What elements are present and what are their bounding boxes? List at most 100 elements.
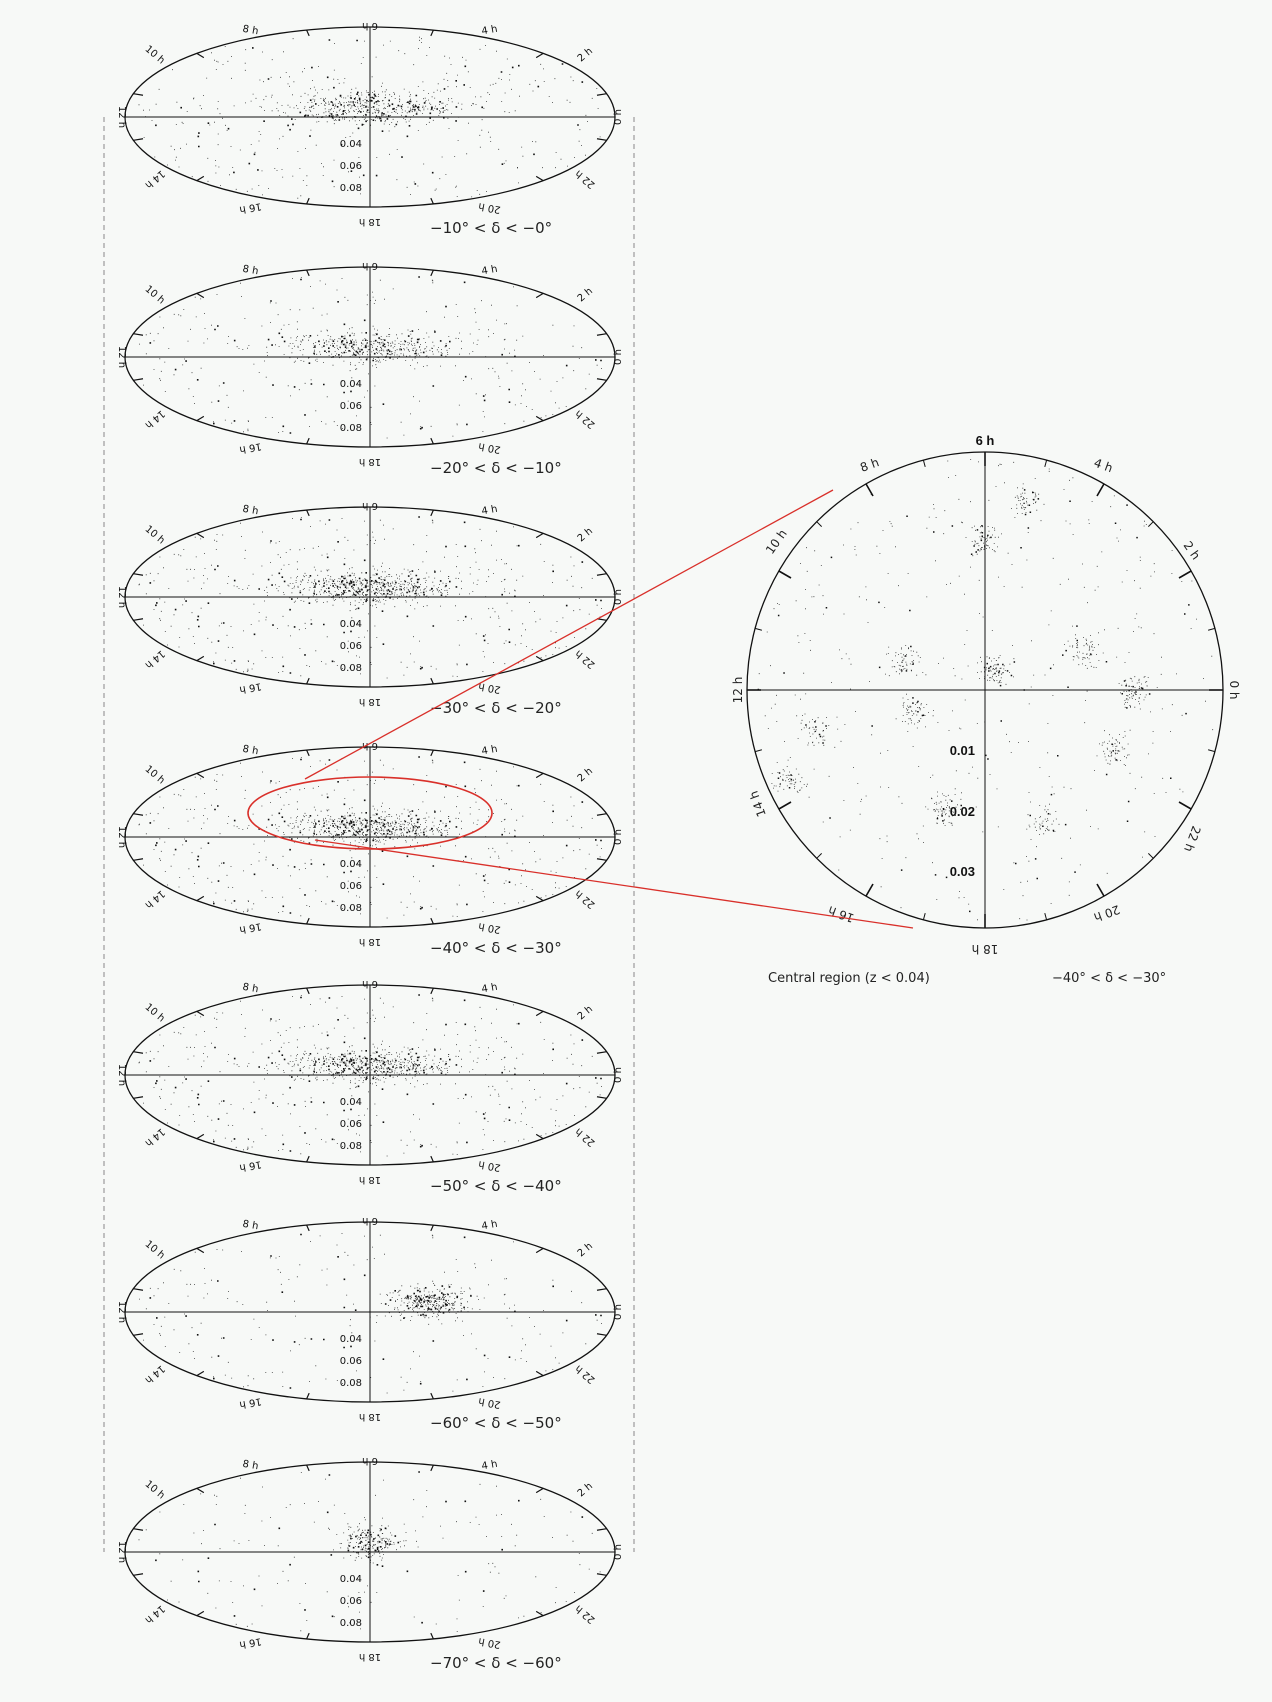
panel-hour-label: 20 h <box>478 1158 502 1173</box>
panel-tick <box>133 138 144 141</box>
panel-tick <box>535 532 544 539</box>
zoom-hour-0: 0 h <box>1227 680 1241 699</box>
panel-hour-label: 0 h <box>613 1544 624 1560</box>
panel-tick <box>430 1392 434 1400</box>
panel-hour-label: 14 h <box>143 408 167 431</box>
panel-tick <box>196 1010 205 1017</box>
panel-tick <box>535 292 544 299</box>
panel-hour-label: 8 h <box>242 24 260 38</box>
panel-tick <box>535 1370 544 1377</box>
panel-6: 6 h 12 h 0 h 18 h 14 h 10 h 2 h 22 h 16 h 20 h 8 h… <box>116 1215 624 1432</box>
panel-tick <box>596 138 607 141</box>
panel-hour-label: 6 h <box>362 1215 378 1226</box>
panel-tick <box>196 772 205 779</box>
zoom-hour-20: 20 h <box>1092 902 1122 924</box>
panel-hour-label: 16 h <box>239 200 263 215</box>
panel-tick <box>535 655 544 662</box>
panel-z-label: 0.04 <box>340 1334 362 1345</box>
panel-hour-label: 22 h <box>573 1603 597 1626</box>
zoom-hour-16: 16 h <box>826 903 856 925</box>
panel-hour-label: 16 h <box>239 1635 263 1650</box>
panel-z-label: 0.04 <box>340 859 362 870</box>
panel-tick <box>596 858 607 861</box>
panel-hour-label: 8 h <box>242 744 260 758</box>
panel-tick <box>133 333 144 336</box>
panel-hour-label: 8 h <box>242 982 260 996</box>
panel-tick <box>430 749 434 757</box>
panel-tick <box>596 813 607 816</box>
zoom-tick <box>1207 627 1216 631</box>
zoom-hour-22: 22 h <box>1181 824 1203 854</box>
panel-tick <box>535 772 544 779</box>
zoom-inset: 6 h 8 h 10 h 4 h 2 h 12 h 0 h 14 h 22 h … <box>731 433 1241 986</box>
panel-z-label: 0.06 <box>340 881 362 892</box>
panel-tick <box>196 175 205 182</box>
panel-tick <box>196 895 205 902</box>
panel-z-label: 0.04 <box>340 1574 362 1585</box>
panel-tick <box>196 415 205 422</box>
panel-5: 6 h 12 h 0 h 18 h 14 h 10 h 2 h 22 h 16 h 20 h 8 h… <box>116 978 624 1195</box>
panel-tick <box>196 292 205 299</box>
zoom-tick <box>754 627 763 631</box>
panel-range-label: −50° < δ < −40° <box>430 1177 562 1195</box>
zoom-tick <box>1044 459 1048 468</box>
panel-z-label: 0.06 <box>340 1356 362 1367</box>
panel-tick <box>535 895 544 902</box>
panel-hour-label: 18 h <box>359 1651 381 1662</box>
zoom-hour-top: 6 h <box>976 433 995 448</box>
panel-tick <box>196 1247 205 1254</box>
panel-range-label: −20° < δ < −10° <box>430 459 562 477</box>
panel-range-label: −30° < δ < −20° <box>430 699 562 717</box>
panel-tick <box>596 1573 607 1576</box>
panel-tick <box>196 1370 205 1377</box>
panel-hour-label: 4 h <box>481 264 499 278</box>
panel-tick <box>306 917 310 925</box>
panel-tick <box>133 1051 144 1054</box>
zoom-tick <box>865 483 874 497</box>
panel-tick <box>133 378 144 381</box>
panel-tick <box>306 1224 310 1232</box>
panel-hour-label: 2 h <box>576 286 595 305</box>
panel-hour-label: 18 h <box>359 1174 381 1185</box>
panel-tick <box>430 1632 434 1640</box>
panel-hour-label: 10 h <box>143 764 167 787</box>
panel-tick <box>133 1288 144 1291</box>
panel-hour-label: 4 h <box>481 504 499 518</box>
panel-hour-label: 4 h <box>481 1459 499 1473</box>
panel-tick <box>430 987 434 995</box>
zoom-hour-10: 10 h <box>763 527 790 557</box>
panel-hour-label: 22 h <box>573 168 597 191</box>
zoom-caption-right: −40° < δ < −30° <box>1052 971 1166 986</box>
panel-tick <box>306 749 310 757</box>
panel-tick <box>596 93 607 96</box>
panel-hour-label: 0 h <box>613 109 624 125</box>
panel-tick <box>430 917 434 925</box>
panel-tick <box>306 509 310 517</box>
panel-hour-label: 22 h <box>573 888 597 911</box>
panel-z-label: 0.06 <box>340 401 362 412</box>
connector-line-bottom <box>314 839 914 929</box>
panel-z-label: 0.08 <box>340 663 362 674</box>
panel-hour-label: 10 h <box>143 1002 167 1025</box>
panel-tick <box>133 813 144 816</box>
panel-hour-label: 6 h <box>362 260 378 271</box>
panel-hour-label: 12 h <box>116 346 127 368</box>
panel-hour-label: 10 h <box>143 284 167 307</box>
panel-tick <box>430 437 434 445</box>
panel-hour-label: 20 h <box>478 1635 502 1650</box>
panel-tick <box>535 1133 544 1140</box>
panel-tick <box>430 1464 434 1472</box>
panel-tick <box>196 532 205 539</box>
zoom-tick <box>816 852 823 859</box>
panel-tick <box>596 1288 607 1291</box>
zoom-z-label-2: 0.02 <box>950 804 975 819</box>
panel-z-label: 0.06 <box>340 161 362 172</box>
panel-tick <box>535 1487 544 1494</box>
panel-hour-label: 18 h <box>359 936 381 947</box>
panel-hour-label: 20 h <box>478 920 502 935</box>
panel-range-label: −40° < δ < −30° <box>430 939 562 957</box>
panel-hour-label: 0 h <box>613 1067 624 1083</box>
panel-hour-label: 12 h <box>116 826 127 848</box>
panel-hour-label: 12 h <box>116 1301 127 1323</box>
panel-hour-label: 2 h <box>576 1241 595 1260</box>
